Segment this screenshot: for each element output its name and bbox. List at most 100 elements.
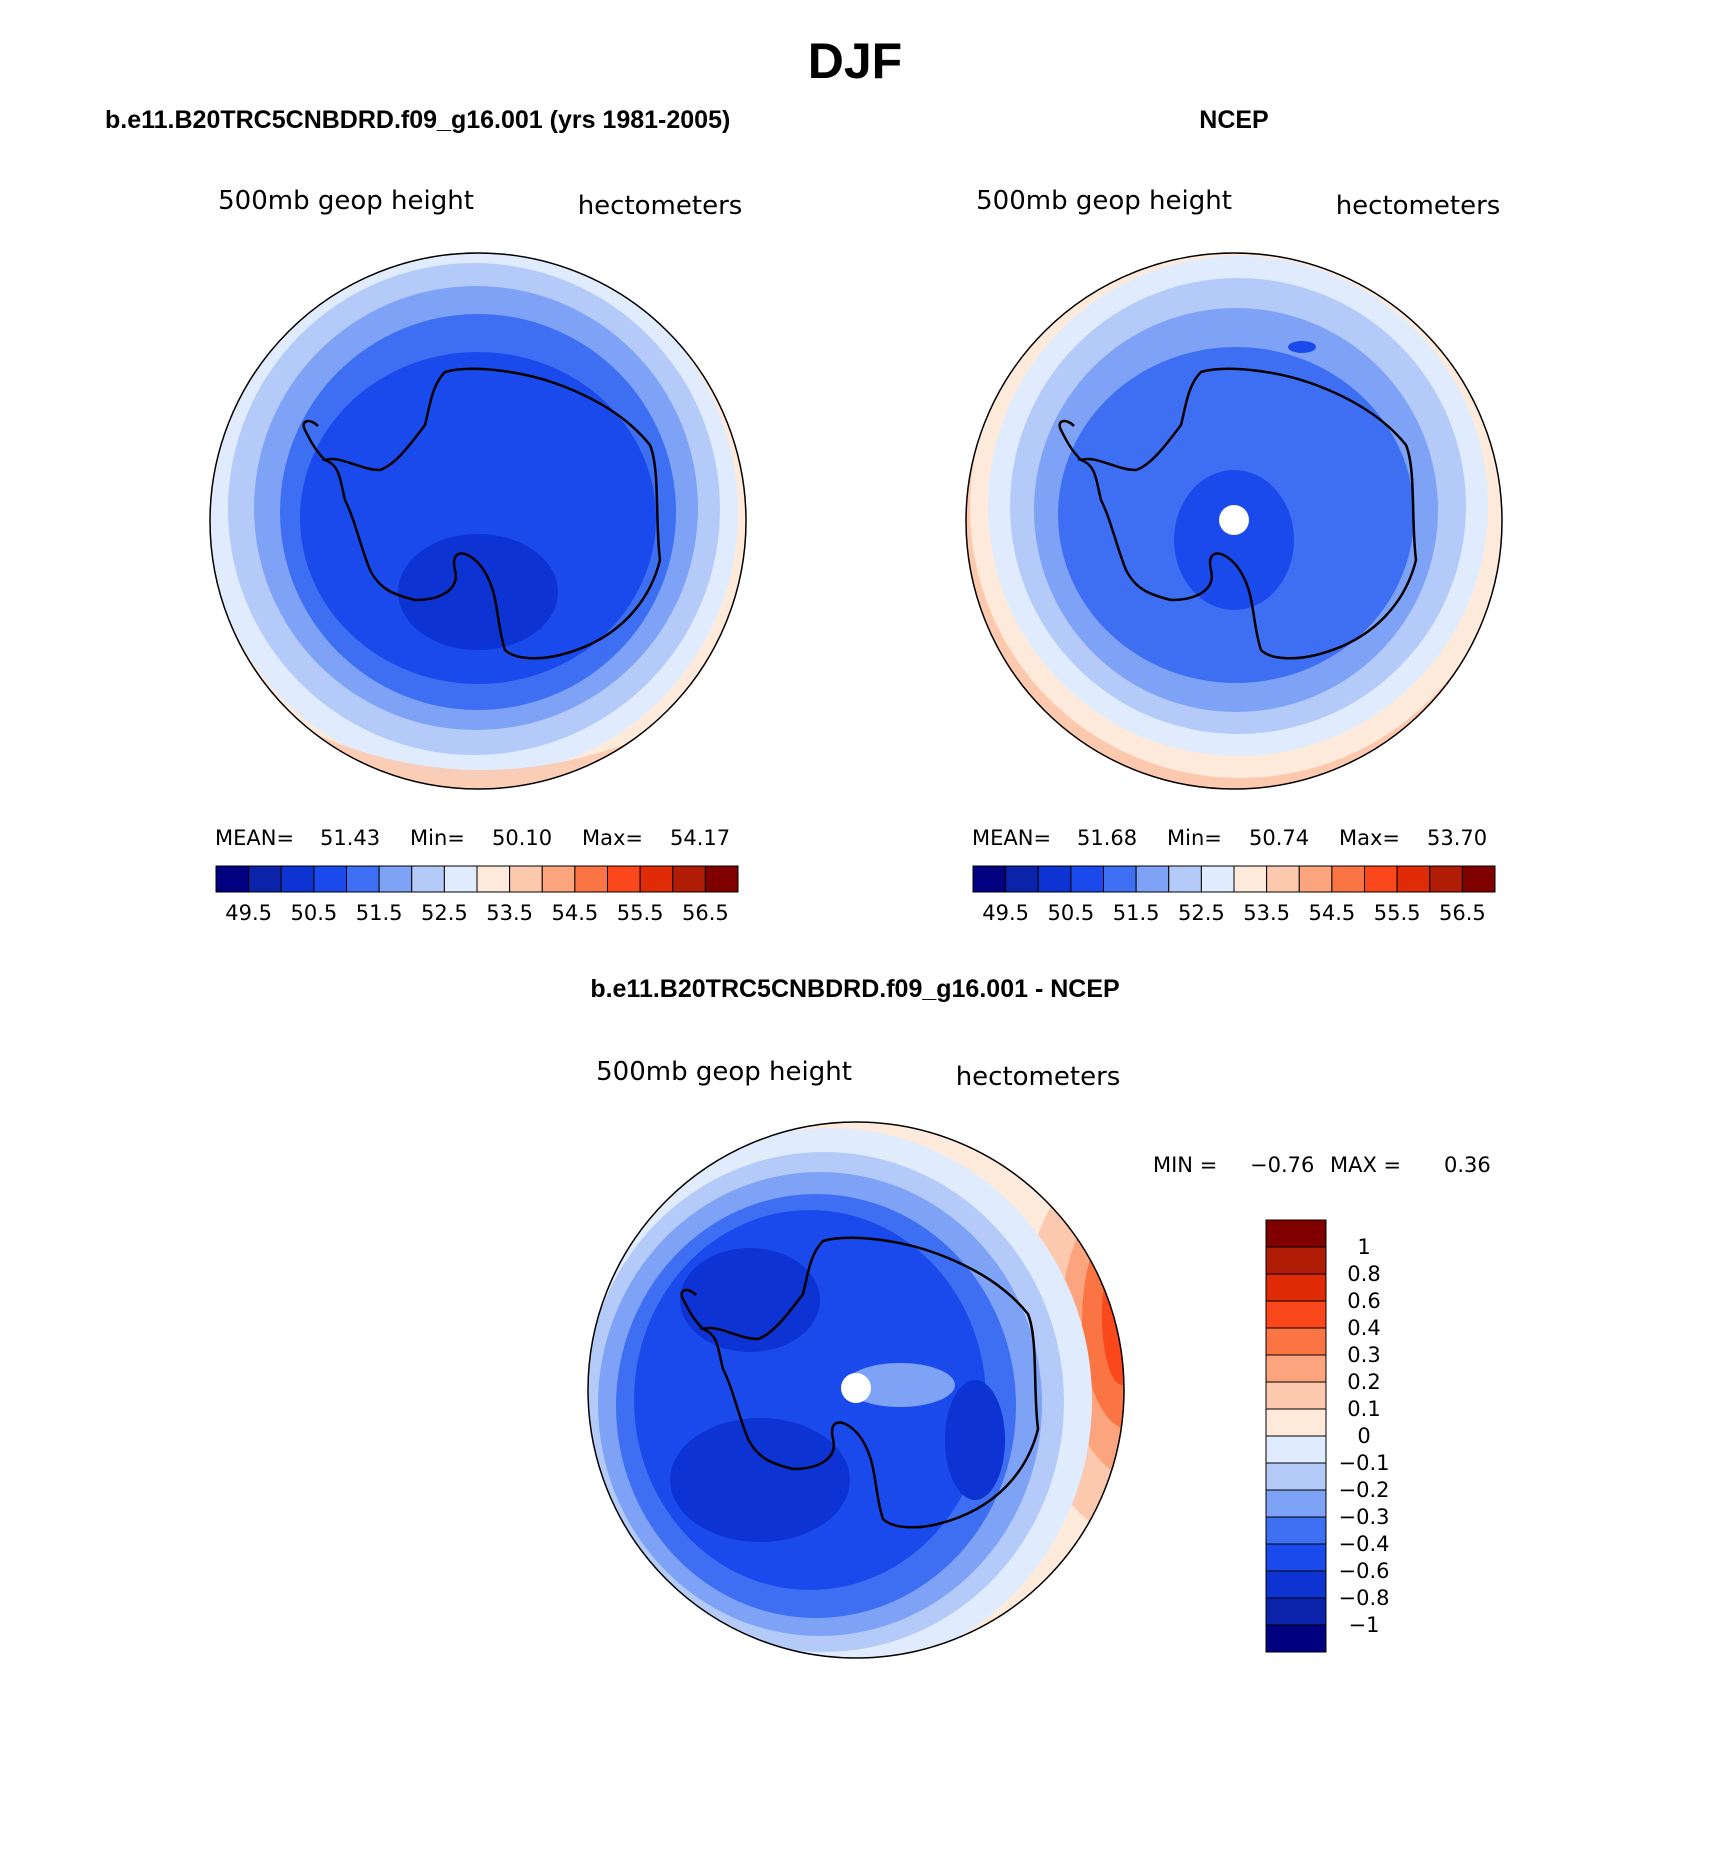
map-b-coastline [1077,367,1418,660]
colorbar-diff-swatch [1265,1327,1327,1356]
colorbar-model-swatch [411,865,445,893]
map-c-band-7 [845,1363,955,1407]
panel-model-max-label: Max= [582,826,643,850]
panel-model-field-label: 500mb geop height [218,186,474,216]
colorbar-model-tick-label: 55.5 [617,901,664,925]
colorbar-diff-tick-label: 0 [1357,1424,1370,1448]
colorbar-obs-swatch [1429,865,1463,893]
panel-obs-field-label: 500mb geop height [976,186,1232,216]
colorbar-model-swatch [672,865,706,893]
colorbar-diff-tick-label: 0.8 [1347,1262,1380,1286]
panel-obs-mean-value: 51.68 [1077,826,1137,850]
colorbar-model-swatch [215,865,250,893]
colorbar-model-swatch [607,865,641,893]
colorbar-model-swatch [280,865,315,893]
colorbar-diff-tick-label: 0.2 [1347,1370,1380,1394]
panel-model-map-border [209,252,747,790]
panel-model-header: b.e11.B20TRC5CNBDRD.f09_g16.001 (yrs 198… [105,106,730,134]
colorbar-diff-tick-label: −0.2 [1339,1478,1390,1502]
panel-obs-units-label: hectometers [1336,191,1501,221]
colorbar-diff-tick-label: −0.6 [1339,1559,1390,1583]
colorbar-obs-swatch [1233,865,1268,893]
colorbar-obs-swatch [1037,865,1072,893]
panel-obs-min-value: 50.74 [1249,826,1309,850]
map-c-red-edge-3 [1082,1210,1124,1430]
map-a-coastline [321,367,662,660]
colorbar-model-swatch [509,865,543,893]
panel-obs-max-label: Max= [1339,826,1400,850]
colorbar-model-swatch [704,865,739,893]
panel-diff-min-label: MIN = [1153,1153,1217,1177]
panel-obs-colorbar: 49.5 50.5 51.5 52.5 53.5 54.5 55.5 56.5 [972,865,1496,925]
map-b-band-8 [1288,341,1316,353]
map-c-pole-mask [841,1373,871,1403]
colorbar-diff-swatch [1265,1300,1327,1329]
panel-model-units-label: hectometers [578,191,743,221]
colorbar-diff-swatch [1265,1354,1327,1383]
colorbar-diff-swatch [1265,1543,1327,1572]
panel-model-mean-label: MEAN= [215,826,294,850]
colorbar-obs-swatch [1396,865,1431,893]
panel-obs-min-label: Min= [1167,826,1222,850]
colorbar-model-tick-label: 51.5 [356,901,403,925]
panel-diff-header: b.e11.B20TRC5CNBDRD.f09_g16.001 - NCEP [590,975,1119,1003]
colorbar-diff-swatch [1265,1516,1327,1545]
colorbar-diff-tick-label: −0.8 [1339,1586,1390,1610]
panel-diff-max-label: MAX = [1330,1153,1401,1177]
colorbar-obs-swatch [1168,865,1202,893]
colorbar-diff-tick-label: 0.1 [1347,1397,1380,1421]
colorbar-diff-swatch [1265,1462,1327,1491]
colorbar-obs-swatch [1005,865,1039,893]
panel-obs: NCEP 500mb geop height hectometers MEAN=… [965,106,1503,925]
map-b-pole-mask [1219,505,1249,535]
map-a-peninsula [302,419,326,461]
map-c-band-6a [680,1248,820,1352]
panel-obs-map [966,253,1502,789]
colorbar-model-swatch [541,865,576,893]
colorbar-model-swatch [574,865,608,893]
colorbar-diff-swatch [1265,1381,1327,1410]
colorbar-obs-swatch [1103,865,1137,893]
colorbar-diff-swatch [1265,1489,1327,1518]
panel-model-colorbar: 49.5 50.5 51.5 52.5 53.5 54.5 55.5 56.5 [215,865,739,925]
colorbar-diff-swatch [1265,1597,1327,1626]
colorbar-obs-swatch [1200,865,1235,893]
map-b-band-7 [1174,470,1294,610]
map-a-band-6 [300,352,656,684]
panel-diff-map [588,1122,1124,1658]
colorbar-diff-tick-label: 0.6 [1347,1289,1380,1313]
colorbar-obs-tick-label: 51.5 [1113,901,1160,925]
colorbar-diff-tick-label: −0.3 [1339,1505,1390,1529]
colorbar-obs-swatch [1331,865,1365,893]
panel-diff-max-value: 0.36 [1444,1153,1491,1177]
map-a-band-7 [398,534,558,650]
colorbar-diff-tick-label: 1 [1357,1235,1370,1259]
panel-model-map [210,253,746,789]
colorbar-obs-tick-label: 54.5 [1308,901,1355,925]
colorbar-diff-tick-label: 0.3 [1347,1343,1380,1367]
colorbar-model-swatch [248,865,282,893]
panel-model-min-value: 50.10 [492,826,552,850]
map-b-peninsula [1058,419,1082,461]
colorbar-model-tick-label: 49.5 [225,901,272,925]
colorbar-model-swatch [476,865,511,893]
colorbar-obs-tick-label: 56.5 [1439,901,1486,925]
colorbar-obs-swatch [1070,865,1104,893]
panel-obs-map-border [965,252,1503,790]
map-c-band-6c [945,1380,1005,1500]
panel-obs-max-value: 53.70 [1427,826,1487,850]
colorbar-obs-swatch [1266,865,1300,893]
colorbar-diff-swatch [1265,1219,1327,1248]
colorbar-diff-swatch [1265,1570,1327,1599]
panel-diff-colorbar: 1 0.8 0.6 0.4 0.3 0.2 0.1 0 −0.1 −0.2 −0.3 −0.4 −0.6… [1265,1219,1390,1653]
colorbar-diff-tick-label: 0.4 [1347,1316,1380,1340]
colorbar-model-swatch [346,865,380,893]
colorbar-obs-swatch [1298,865,1333,893]
colorbar-diff-tick-label: −1 [1349,1613,1380,1637]
colorbar-obs-swatch [972,865,1007,893]
colorbar-obs-swatch [1461,865,1496,893]
colorbar-model-tick-label: 56.5 [682,901,729,925]
map-c-coastline [699,1236,1040,1529]
colorbar-diff-tick-label: −0.4 [1339,1532,1390,1556]
panel-diff-min-value: −0.76 [1250,1153,1314,1177]
